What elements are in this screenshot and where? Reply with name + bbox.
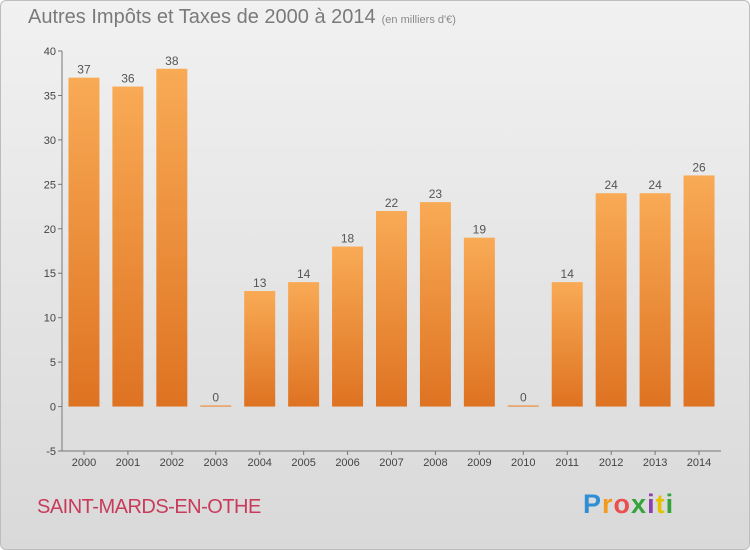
value-label-2007: 22 <box>385 196 399 210</box>
x-tick-label: 2000 <box>72 457 96 469</box>
x-tick-label: 2010 <box>511 457 535 469</box>
value-label-2010: 0 <box>520 390 527 404</box>
x-tick-label: 2007 <box>379 457 403 469</box>
y-tick-label: 40 <box>44 46 56 58</box>
logo-letter: x <box>631 489 648 519</box>
axes: -5 0 5 10 15 20 25 30 35 40 2000 2001 2002 2003 2004 20… <box>44 46 721 469</box>
value-label-2008: 23 <box>429 187 443 201</box>
x-tick-label: 2005 <box>291 457 315 469</box>
value-label-2009: 19 <box>473 223 487 237</box>
bar-2004 <box>244 291 276 407</box>
unit-note: (en milliers d'€) <box>381 14 456 26</box>
value-label-2011: 14 <box>561 267 575 281</box>
bar-2013 <box>639 193 671 407</box>
bar-2008 <box>419 202 451 407</box>
bar-2009 <box>463 237 495 407</box>
value-label-2003: 0 <box>212 390 219 404</box>
bars: 37 36 38 0 13 14 18 22 23 19 0 14 24 24 26 <box>68 54 715 407</box>
y-tick-label: 35 <box>44 90 56 102</box>
proxiti-logo[interactable]: Proxiti <box>583 489 674 520</box>
value-label-2004: 13 <box>253 276 267 290</box>
x-tick-label: 2013 <box>643 457 667 469</box>
x-tick-label: 2001 <box>116 457 140 469</box>
bar-2001 <box>112 86 144 407</box>
chart-title-text: Autres Impôts et Taxes de 2000 à 2014 <box>28 6 376 28</box>
y-tick-label: 0 <box>50 402 56 414</box>
commune-name: SAINT-MARDS-EN-OTHE <box>37 496 261 518</box>
x-tick-label: 2012 <box>599 457 623 469</box>
logo-letter: r <box>602 489 614 519</box>
bar-2002 <box>156 68 188 407</box>
x-tick-label: 2009 <box>467 457 491 469</box>
bar-2012 <box>595 193 627 407</box>
value-label-2005: 14 <box>297 267 311 281</box>
bar-2011 <box>551 282 583 407</box>
value-label-2000: 37 <box>77 63 91 77</box>
y-tick-label: 15 <box>44 268 56 280</box>
bar-2010 <box>507 405 539 407</box>
x-tick-label: 2004 <box>247 457 271 469</box>
x-tick-label: 2008 <box>423 457 447 469</box>
value-label-2014: 26 <box>692 160 706 174</box>
value-label-2013: 24 <box>648 178 662 192</box>
logo-letter: o <box>613 489 632 519</box>
y-tick-label: 5 <box>50 357 56 369</box>
x-tick-label: 2014 <box>687 457 711 469</box>
logo-letter: i <box>665 489 675 519</box>
logo-letter: t <box>655 489 666 519</box>
y-tick-label: 10 <box>44 313 56 325</box>
logo-letter: i <box>647 489 656 519</box>
x-tick-label: 2002 <box>160 457 184 469</box>
value-label-2002: 38 <box>165 54 179 68</box>
y-tick-label: 25 <box>44 179 56 191</box>
bar-2000 <box>68 77 100 407</box>
y-tick-label: 30 <box>44 135 56 147</box>
y-tick-label: 20 <box>44 224 56 236</box>
bar-2007 <box>376 211 407 407</box>
value-label-2012: 24 <box>604 178 618 192</box>
value-label-2006: 18 <box>341 232 355 246</box>
y-tick-label: -5 <box>46 446 56 458</box>
bar-2006 <box>332 246 364 407</box>
chart-title: Autres Impôts et Taxes de 2000 à 2014 (en… <box>28 6 456 29</box>
x-tick-label: 2011 <box>555 457 579 469</box>
bar-2003 <box>200 405 232 407</box>
logo-letter: P <box>583 489 603 519</box>
x-tick-label: 2003 <box>204 457 228 469</box>
x-tick-label: 2006 <box>335 457 359 469</box>
bar-2014 <box>683 175 715 407</box>
value-label-2001: 36 <box>121 72 135 86</box>
bar-2005 <box>288 282 320 407</box>
